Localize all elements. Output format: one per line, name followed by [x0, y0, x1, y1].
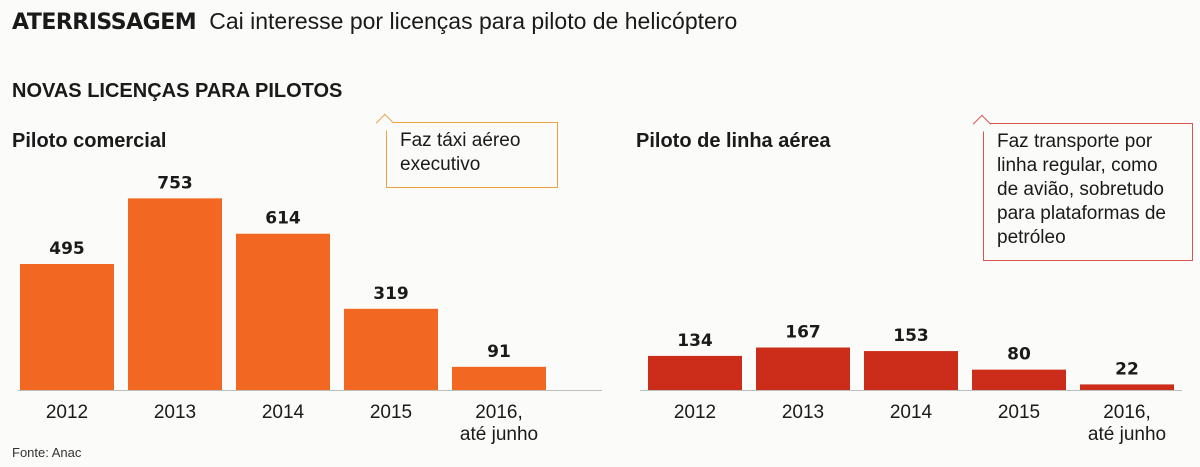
data-label: 80 [1007, 345, 1031, 365]
tick-label: 2016, até junho [1088, 402, 1166, 445]
header-title: ATERRISSAGEM [12, 10, 197, 35]
bar-2012 [20, 264, 114, 390]
data-label: 167 [785, 322, 821, 342]
bar-2012 [648, 355, 742, 390]
tick-label: 2014 [262, 402, 305, 423]
tick-label: 2012 [46, 402, 88, 423]
note-box-comercial: Faz táxi aéreo executivo [375, 113, 558, 188]
data-label: 153 [893, 326, 929, 346]
bar-2015 [344, 308, 438, 390]
tick-label: 2014 [890, 402, 933, 423]
header-subtitle: Cai interesse por licenças para piloto d… [209, 8, 738, 34]
tick-label: 2013 [782, 402, 824, 423]
data-label: 495 [49, 239, 85, 259]
bar-2016 [1080, 384, 1174, 390]
bar-2015 [972, 369, 1066, 390]
header: ATERRISSAGEM Cai interesse por licenças … [12, 8, 737, 35]
tick-label: 2015 [998, 402, 1040, 423]
bar-2014 [864, 351, 958, 390]
note-text: Faz transporte por linha regular, como d… [997, 131, 1166, 248]
bar-2014 [236, 233, 330, 390]
data-label: 319 [373, 284, 409, 304]
panel-title-piloto-linha-aerea: Piloto de linha aérea [636, 130, 831, 152]
note-text: Faz táxi aéreo executivo [400, 130, 521, 175]
bar-2013 [756, 347, 850, 390]
data-label: 91 [487, 342, 511, 362]
bar-2013 [128, 198, 222, 390]
tick-label: 2013 [154, 402, 196, 423]
data-label: 753 [157, 173, 193, 193]
note-box-linha-aerea: Faz transporte por linha regular, como d… [972, 114, 1193, 261]
tick-label: 2016, até junho [460, 402, 538, 445]
tick-label: 2015 [370, 402, 412, 423]
source-note: Fonte: Anac [12, 445, 82, 460]
section-title: NOVAS LICENÇAS PARA PILOTOS [12, 80, 343, 102]
bar-2016 [452, 366, 546, 390]
tick-label: 2012 [674, 402, 716, 423]
panel-title-piloto-comercial: Piloto comercial [12, 130, 167, 152]
data-label: 22 [1115, 359, 1139, 379]
data-label: 614 [265, 209, 301, 229]
data-label: 134 [677, 331, 713, 351]
